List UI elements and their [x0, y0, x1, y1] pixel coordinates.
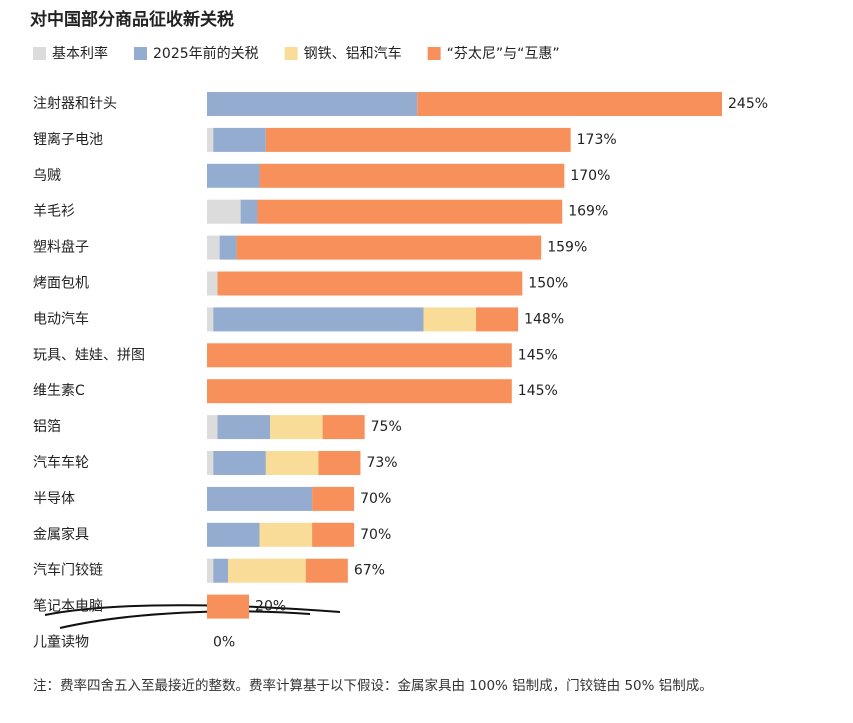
category-label: 塑料盘子	[33, 239, 89, 256]
total-label: 173%	[577, 132, 617, 148]
bar-segment	[213, 307, 424, 332]
legend-swatch	[134, 47, 147, 60]
bar-segment	[207, 235, 220, 260]
bar-segment	[207, 343, 512, 368]
bar-segment	[265, 127, 571, 152]
total-label: 169%	[568, 204, 608, 220]
total-label: 70%	[360, 527, 391, 543]
category-label: 铝箔	[33, 419, 61, 435]
bar-segment	[236, 235, 542, 260]
bar-segment	[207, 451, 214, 475]
total-label: 145%	[518, 347, 558, 363]
total-label: 159%	[547, 240, 587, 256]
legend-label: 基本利率	[52, 45, 108, 62]
total-label: 150%	[528, 276, 568, 292]
bar-segment	[270, 415, 323, 440]
bar-segment	[217, 415, 271, 440]
bar-segment	[476, 307, 519, 332]
bar-segment	[423, 307, 477, 332]
category-label: 维生素C	[33, 383, 85, 399]
bar-segment	[207, 271, 218, 296]
bar-segment	[207, 92, 418, 116]
legend-label: 2025年前的关税	[153, 45, 259, 62]
bar-segment	[318, 451, 361, 475]
bar-segment	[228, 558, 306, 583]
legend-swatch	[284, 47, 298, 60]
bar-segment	[312, 522, 355, 547]
bar-segment	[207, 522, 260, 547]
total-label: 20%	[255, 599, 286, 615]
category-label: 锂离子电池	[33, 131, 103, 148]
legend-label: “芬太尼”与“互惠”	[447, 46, 560, 62]
bar-segment	[213, 127, 266, 152]
category-label: 烤面包机	[33, 276, 89, 292]
bar-segment	[305, 558, 348, 583]
bar-segment	[207, 199, 241, 224]
bar-segment	[207, 127, 214, 152]
legend-swatch	[33, 47, 46, 60]
legend-swatch	[427, 47, 441, 60]
total-label: 75%	[371, 419, 402, 435]
bar-segment	[259, 522, 313, 547]
category-label: 汽车车轮	[33, 454, 89, 471]
bar-segment	[240, 199, 258, 224]
bar-segment	[207, 415, 218, 440]
bar-segment	[259, 163, 565, 188]
category-label: 玩具、娃娃、拼图	[33, 347, 145, 363]
chart-title: 对中国部分商品征收新关税	[30, 9, 234, 30]
category-label: 电动汽车	[33, 310, 89, 327]
scribble	[44, 604, 341, 629]
total-label: 170%	[570, 168, 610, 184]
total-label: 0%	[213, 635, 235, 651]
category-label: 儿童读物	[33, 634, 89, 651]
bar-segment	[265, 451, 319, 475]
bar-segment	[257, 199, 563, 224]
bar-segment	[213, 451, 266, 475]
category-label: 乌贼	[33, 168, 61, 184]
bar-segment	[213, 558, 229, 583]
category-label: 羊毛衫	[33, 204, 75, 220]
bar-segment	[312, 486, 355, 511]
bar-segment	[322, 415, 365, 440]
bar-segment	[207, 379, 512, 404]
legend-label: 钢铁、铝和汽车	[304, 45, 402, 62]
bar-segment	[207, 486, 313, 511]
total-label: 245%	[728, 96, 768, 112]
bar-segment	[207, 558, 214, 583]
note: 注：费率四舍五入至最接近的整数。费率计算基于以下假设：金属家具由 100% 铝制…	[33, 678, 713, 694]
bar-segment	[217, 271, 523, 296]
bar-segment	[207, 594, 250, 619]
category-label: 汽车门铰链	[33, 562, 103, 579]
bar-segment	[207, 163, 260, 188]
category-label: 金属家具	[33, 526, 89, 543]
total-label: 67%	[354, 563, 385, 579]
category-label: 半导体	[33, 491, 75, 507]
bar-segment	[207, 307, 214, 332]
bar-segment	[417, 92, 722, 116]
total-label: 145%	[518, 383, 558, 399]
total-label: 148%	[524, 311, 564, 327]
bar-segment	[219, 235, 237, 260]
total-label: 70%	[360, 491, 391, 507]
total-label: 73%	[366, 455, 397, 471]
category-label: 注射器和针头	[33, 96, 117, 112]
category-label: 笔记本电脑	[33, 599, 103, 615]
